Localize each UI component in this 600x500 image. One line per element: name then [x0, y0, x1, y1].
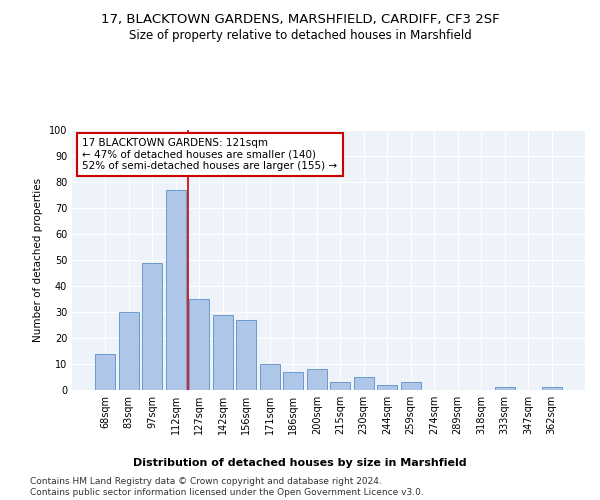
Bar — [260, 364, 280, 390]
Text: Contains HM Land Registry data © Crown copyright and database right 2024.
Contai: Contains HM Land Registry data © Crown c… — [30, 478, 424, 497]
Text: 17 BLACKTOWN GARDENS: 121sqm
← 47% of detached houses are smaller (140)
52% of s: 17 BLACKTOWN GARDENS: 121sqm ← 47% of de… — [82, 138, 337, 171]
Bar — [236, 320, 256, 390]
Y-axis label: Number of detached properties: Number of detached properties — [33, 178, 43, 342]
Bar — [495, 388, 515, 390]
Bar — [213, 314, 233, 390]
Bar — [401, 382, 421, 390]
Bar — [142, 262, 162, 390]
Text: Distribution of detached houses by size in Marshfield: Distribution of detached houses by size … — [133, 458, 467, 468]
Bar — [542, 388, 562, 390]
Text: 17, BLACKTOWN GARDENS, MARSHFIELD, CARDIFF, CF3 2SF: 17, BLACKTOWN GARDENS, MARSHFIELD, CARDI… — [101, 12, 499, 26]
Bar — [377, 385, 397, 390]
Text: Size of property relative to detached houses in Marshfield: Size of property relative to detached ho… — [128, 29, 472, 42]
Bar — [354, 377, 374, 390]
Bar — [283, 372, 303, 390]
Bar — [307, 369, 327, 390]
Bar — [119, 312, 139, 390]
Bar — [95, 354, 115, 390]
Bar — [166, 190, 186, 390]
Bar — [189, 299, 209, 390]
Bar — [330, 382, 350, 390]
